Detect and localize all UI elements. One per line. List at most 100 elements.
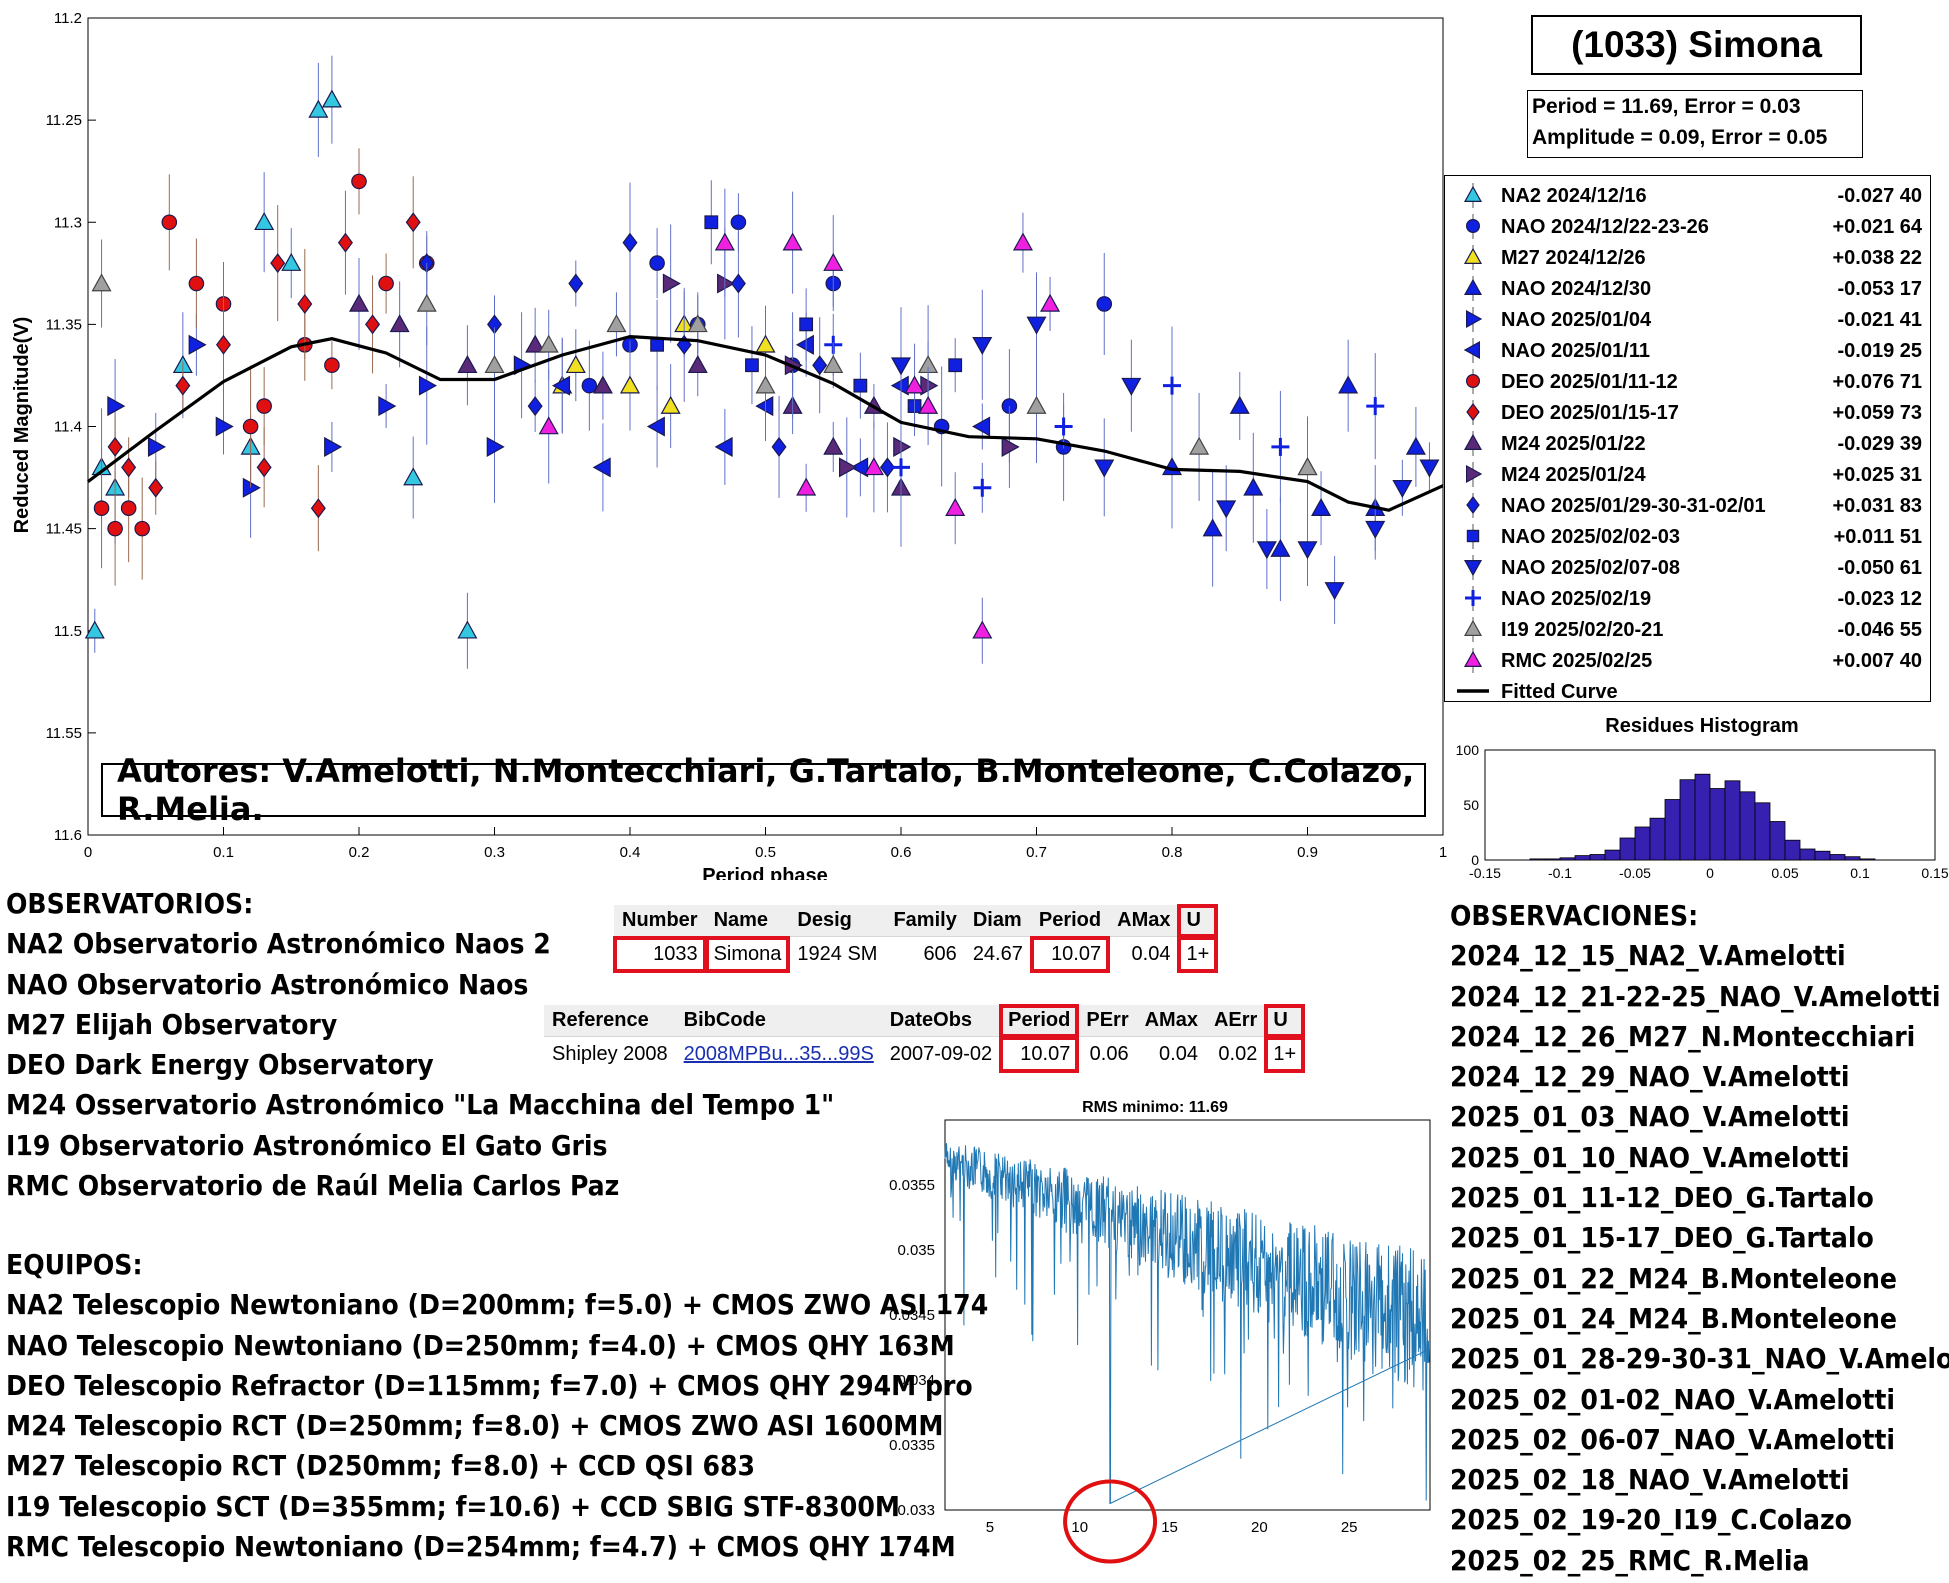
legend-entry: NAO 2025/01/04 -0.021 41	[1445, 304, 1930, 335]
histogram-bar	[1724, 780, 1741, 861]
hist-x-tick-label: 0.05	[1771, 865, 1798, 881]
data-point	[581, 377, 598, 394]
data-point	[416, 293, 437, 312]
legend-offset: -0.027 40	[1837, 185, 1922, 207]
legend-label: NAO 2025/02/19	[1501, 588, 1652, 610]
data-point	[1297, 541, 1318, 560]
legend-label: NAO 2025/01/11	[1501, 340, 1650, 362]
legend-entry: NA2 2024/12/16 -0.027 40	[1445, 180, 1930, 211]
observacion-line: 2025_02_19-20_I19_C.Colazo	[1450, 1503, 1852, 1537]
bibcode-link[interactable]: 2008MPBu...35...99S	[683, 1043, 874, 1065]
legend-entry: M24 2025/01/22 -0.029 39	[1445, 428, 1930, 459]
rms-y-tick-label: 0.034	[897, 1372, 935, 1389]
histogram-bar	[1814, 850, 1831, 861]
column-header: Period	[1030, 905, 1110, 937]
legend-marker-icon	[1466, 307, 1483, 332]
data-point	[403, 467, 424, 486]
data-point	[378, 396, 397, 417]
hist-x-tick-label: -0.15	[1469, 865, 1501, 881]
data-point	[1324, 582, 1345, 601]
observacion-line: 2025_01_03_NAO_V.Amelotti	[1450, 1100, 1850, 1134]
column-header: AMax	[1109, 905, 1179, 937]
data-point	[324, 357, 340, 374]
hist-y-tick-label: 50	[1463, 797, 1479, 813]
data-point	[687, 314, 708, 333]
column-header: Desig	[789, 905, 886, 937]
data-point	[1026, 316, 1047, 335]
data-point	[730, 273, 746, 294]
legend-offset: -0.029 39	[1837, 433, 1922, 455]
rms-x-tick-label: 10	[1071, 1519, 1088, 1536]
data-point	[714, 232, 735, 251]
data-point	[812, 355, 828, 376]
data-point	[538, 334, 559, 353]
rms-x-tick-label: 20	[1251, 1519, 1268, 1536]
hist-y-tick-label: 100	[1456, 742, 1480, 758]
data-point	[649, 255, 665, 271]
data-point	[175, 375, 191, 396]
data-point	[890, 375, 909, 396]
legend-offset: +0.007 40	[1832, 650, 1922, 672]
legend-entry: NAO 2025/01/11 -0.019 25	[1445, 335, 1930, 366]
legend-label: M24 2025/01/22	[1501, 433, 1646, 455]
data-point	[592, 375, 613, 394]
data-point	[904, 375, 925, 394]
data-point	[538, 416, 559, 435]
data-point	[120, 500, 137, 516]
data-point	[945, 497, 966, 517]
legend-offset: +0.076 71	[1832, 371, 1922, 393]
legend-label: NAO 2025/01/29-30-31-02/01	[1501, 495, 1766, 517]
observatorio-line: NA2 Observatorio Astronómico Naos 2	[6, 927, 551, 961]
data-point	[795, 334, 814, 355]
observacion-line: 2025_02_01-02_NAO_V.Amelotti	[1450, 1382, 1896, 1416]
legend-entry: NAO 2025/01/29-30-31-02/01 +0.031 83	[1445, 490, 1930, 521]
data-point	[1405, 436, 1426, 455]
equipo-line: M24 Telescopio RCT (D=250mm; f=8.0) + CM…	[6, 1409, 944, 1443]
observacion-line: 2025_01_24_M24_B.Monteleone	[1450, 1301, 1897, 1335]
data-point	[687, 354, 708, 374]
data-point	[1243, 477, 1264, 496]
column-header: Family	[885, 905, 965, 937]
legend-label: DEO 2025/01/11-12	[1501, 371, 1678, 393]
data-point	[91, 273, 112, 292]
column-header: AErr	[1205, 1005, 1266, 1037]
x-tick-label: 0.1	[213, 844, 234, 861]
data-point	[592, 457, 611, 478]
histogram-bar	[1799, 848, 1816, 861]
observacion-line: 2024_12_26_M27_N.Montecchiari	[1450, 1019, 1916, 1053]
hist-x-tick-label: 0	[1706, 865, 1714, 881]
data-point	[188, 275, 205, 292]
data-point	[1392, 479, 1413, 499]
legend-offset: -0.021 41	[1837, 309, 1922, 331]
data-point	[107, 520, 123, 537]
table-cell: 0.02	[1218, 1043, 1258, 1065]
observatorio-line: RMC Observatorio de Raúl Melia Carlos Pa…	[6, 1169, 620, 1203]
data-point	[879, 457, 895, 478]
legend-entry: M24 2025/01/24 +0.025 31	[1445, 459, 1930, 490]
data-point	[660, 395, 681, 414]
hist-x-tick-label: 0.15	[1921, 865, 1948, 881]
data-point	[646, 416, 665, 437]
rms-x-tick-label: 5	[986, 1519, 994, 1536]
data-point	[755, 334, 776, 353]
histogram-bar	[1604, 849, 1621, 861]
data-point	[1040, 293, 1061, 312]
authors-box: Autores: V.Amelotti, N.Montecchiari, G.T…	[101, 752, 1426, 828]
histogram-bar	[1574, 855, 1591, 861]
legend-entry: NAO 2024/12/30 -0.053 17	[1445, 273, 1930, 304]
legend-entry: RMC 2025/02/25 +0.007 40	[1445, 645, 1930, 676]
data-point	[254, 212, 275, 231]
hist-y-tick-label: 0	[1471, 852, 1479, 868]
legend-offset: +0.025 31	[1832, 464, 1922, 486]
data-point	[215, 416, 234, 437]
observacion-line: 2025_01_28-29-30-31_NAO_V.Amelotti	[1450, 1342, 1949, 1376]
data-point	[1012, 232, 1033, 251]
table-cell: 2008MPBu...35...99S	[676, 1037, 882, 1073]
data-point	[1256, 541, 1277, 560]
x-tick-label: 0.6	[891, 844, 912, 861]
hist-x-tick-label: 0.1	[1850, 865, 1870, 881]
legend-label: I19 2025/02/20-21	[1501, 619, 1664, 641]
observacion-heading: OBSERVACIONES:	[1450, 899, 1699, 932]
data-point	[823, 252, 844, 271]
column-header: Period	[999, 1004, 1080, 1038]
